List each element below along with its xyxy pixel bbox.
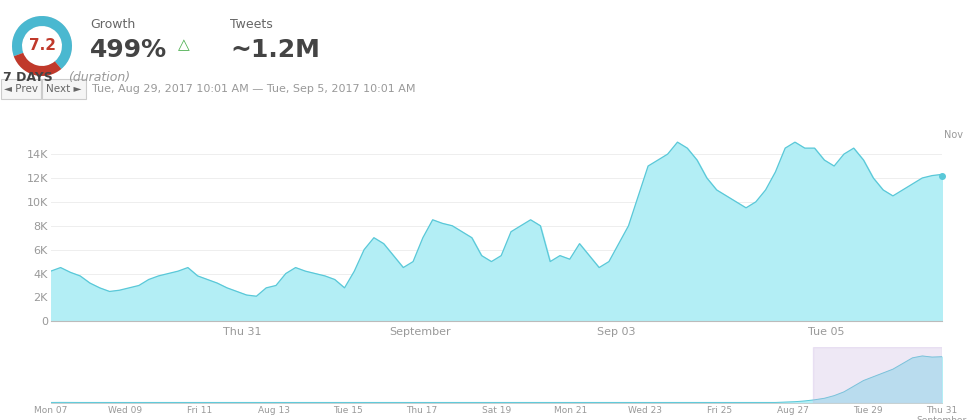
FancyBboxPatch shape	[1, 79, 41, 99]
Text: Tweets: Tweets	[230, 18, 272, 31]
Text: ◄ Prev: ◄ Prev	[4, 84, 38, 94]
Text: △: △	[178, 37, 189, 52]
Text: 7.2: 7.2	[28, 39, 56, 53]
FancyBboxPatch shape	[42, 79, 86, 99]
Text: (duration): (duration)	[68, 71, 130, 84]
Wedge shape	[12, 16, 72, 69]
Text: Next ►: Next ►	[46, 84, 82, 94]
Text: 7 DAYS: 7 DAYS	[3, 71, 53, 84]
Text: 499%: 499%	[90, 38, 167, 62]
Text: ~1.2M: ~1.2M	[230, 38, 320, 62]
Bar	[813, 346, 942, 403]
Wedge shape	[14, 53, 61, 76]
Text: Tue, Aug 29, 2017 10:01 AM — Tue, Sep 5, 2017 10:01 AM: Tue, Aug 29, 2017 10:01 AM — Tue, Sep 5,…	[92, 84, 416, 94]
Text: Nov: Nov	[944, 130, 962, 140]
Wedge shape	[12, 16, 72, 76]
Text: Growth: Growth	[90, 18, 136, 31]
Text: ▲: ▲	[853, 346, 861, 356]
